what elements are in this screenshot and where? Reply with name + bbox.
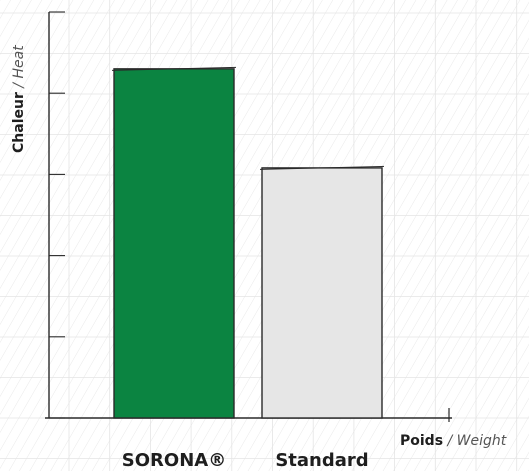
bar-top-stroke [259,165,385,170]
y-ticks [49,11,65,419]
bars [111,66,385,419]
x-axis-label-main: Poids [400,433,443,449]
y-axis-label: Chaleur / Heat [11,45,27,153]
y-axis-label-main: Chaleur [11,92,27,153]
bar-sorona [113,68,235,419]
x-axis-label-sub: / Weight [443,433,507,449]
axes [45,12,452,422]
bar-top-stroke [111,66,237,71]
bar-standard [261,167,383,419]
x-tick-labels: SORONA® Standard [122,450,369,471]
x-tick-label-sorona: SORONA® [122,450,226,471]
x-axis-label: Poids / Weight [400,433,507,449]
y-axis-label-sub: / Heat [11,45,27,92]
x-tick-label-standard: Standard [275,450,368,471]
